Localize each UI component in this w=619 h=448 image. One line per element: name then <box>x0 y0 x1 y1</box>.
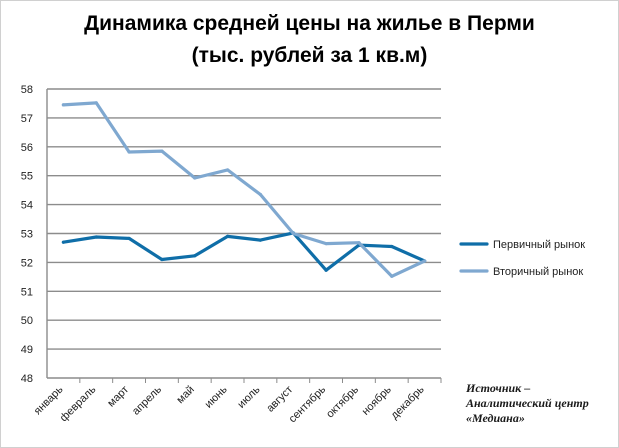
data-point-0-4 <box>193 254 197 258</box>
data-point-0-10 <box>390 244 394 249</box>
series-line-0 <box>61 231 427 272</box>
y-tick-label-49: 49 <box>21 344 33 356</box>
x-tick-label-3: апрель <box>130 383 164 417</box>
source-line-3: «Медиана» <box>466 411 525 425</box>
y-tick-label-50: 50 <box>21 315 33 327</box>
x-tick-label-11: декабрь <box>389 383 427 421</box>
data-point-1-4 <box>193 176 197 180</box>
y-tick-label-52: 52 <box>21 257 33 269</box>
y-tick-label-51: 51 <box>21 286 33 298</box>
x-tick-label-2: март <box>105 384 131 410</box>
x-tick-label-9: октябрь <box>324 383 361 420</box>
data-point-1-10 <box>390 274 394 278</box>
y-tick-label-48: 48 <box>21 373 33 385</box>
y-tick-label-55: 55 <box>21 171 33 183</box>
y-tick-label-54: 54 <box>21 200 33 212</box>
x-tick-label-4: май <box>174 384 197 407</box>
data-point-1-3 <box>160 149 164 153</box>
y-tick-label-57: 57 <box>21 113 33 125</box>
chart-subtitle: (тыс. рублей за 1 кв.м) <box>191 44 428 67</box>
data-point-1-2 <box>127 150 131 154</box>
source-line-2: Аналитический центр <box>466 396 589 410</box>
data-point-1-8 <box>324 242 328 246</box>
source-note: Источник – Аналитический центр «Медиана» <box>466 381 616 426</box>
data-point-0-2 <box>127 236 131 241</box>
data-point-1-9 <box>357 241 361 245</box>
data-point-0-1 <box>94 235 98 239</box>
data-point-0-3 <box>160 257 164 262</box>
legend-label-0: Первичный рынок <box>493 239 585 251</box>
x-tick-label-6: июль <box>235 383 262 410</box>
data-point-1-7 <box>291 231 295 236</box>
data-point-0-8 <box>324 268 328 272</box>
x-tick-label-5: июнь <box>203 383 230 410</box>
y-tick-label-53: 53 <box>21 229 33 241</box>
data-point-0-6 <box>258 238 263 242</box>
chart-title: Динамика средней цены на жилье в Перми <box>84 12 535 35</box>
data-point-1-5 <box>225 168 230 172</box>
source-line-1: Источник – <box>466 381 531 395</box>
data-point-0-0 <box>61 240 66 244</box>
y-tick-label-56: 56 <box>21 142 33 154</box>
x-tick-label-7: август <box>264 384 295 415</box>
legend-label-1: Вторичный рынок <box>493 266 583 278</box>
x-tick-label-1: февраль <box>58 383 99 424</box>
data-point-0-5 <box>225 234 230 238</box>
data-point-1-1 <box>94 101 98 105</box>
series-line-1 <box>61 101 427 278</box>
y-tick-label-58: 58 <box>21 84 33 96</box>
data-point-1-0 <box>61 103 66 107</box>
data-point-1-11 <box>422 259 427 263</box>
data-point-1-6 <box>258 192 263 197</box>
